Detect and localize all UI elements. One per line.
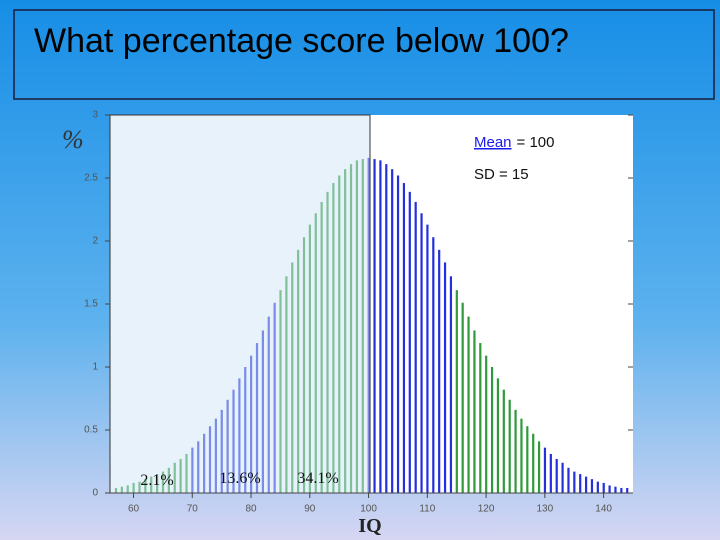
bar [391,169,394,493]
x-tick-label: 80 [245,504,257,515]
title-box [13,9,715,100]
mean-link[interactable]: Mean [474,134,512,151]
sd-annotation: SD = 15 [474,166,529,183]
bar [626,487,629,493]
y-tick-label: 1.5 [84,299,98,310]
bar [579,474,582,493]
x-tick-label: 130 [537,504,554,515]
x-tick-label: 140 [595,504,612,515]
region-label: 13.6% [219,470,260,487]
mean-text: = 100 [517,134,555,151]
x-axis-label: IQ [358,515,381,537]
x-tick-label: 110 [419,504,435,515]
y-tick-label: 0.5 [84,425,98,436]
region-label: 34.1% [297,470,338,487]
bar [473,330,476,493]
bar [532,433,535,493]
x-tick-label: 70 [187,504,199,515]
region-label: 2.1% [140,472,173,489]
bar [549,453,552,493]
bar [608,485,611,493]
highlight-region [109,114,371,494]
mean-annotation: Mean = 100 [474,134,555,151]
bar [602,482,605,493]
x-tick-label: 100 [360,504,377,515]
y-tick-label: 2 [92,236,98,247]
bar [584,476,588,493]
bar [396,175,400,494]
bar [502,389,505,493]
bar [467,316,470,493]
bar [385,164,388,493]
y-tick-label: 1 [92,362,98,373]
bar [561,462,564,493]
bar [414,201,417,493]
bar [408,191,411,494]
bar [620,487,623,493]
y-tick-label: 0 [92,488,98,499]
x-tick-label: 60 [128,504,140,515]
bar [596,481,599,493]
slide-title: What percentage score below 100? [34,22,569,60]
bar [567,467,570,493]
bar [514,409,517,493]
bar [590,479,594,493]
bar [461,302,464,493]
bar [614,486,617,493]
y-axis-label: % [62,125,84,154]
bar [520,418,523,493]
y-tick-label: 3 [92,110,98,121]
bar [443,262,447,493]
bar [420,213,423,493]
bar [402,183,406,494]
bar [490,367,494,493]
x-tick-label: 90 [304,504,316,515]
bar [573,471,576,493]
bar [438,249,441,493]
y-tick-label: 2.5 [84,173,98,184]
bar [379,160,382,494]
bar [479,343,482,493]
bar [526,426,529,493]
bar [426,224,429,493]
bar [537,441,541,493]
x-tick-label: 120 [478,504,495,515]
bar [455,290,458,493]
bar [555,458,558,493]
bar [373,159,376,493]
bar [496,378,500,493]
bar [432,237,435,493]
bar [543,447,547,493]
bar [508,399,511,493]
bar [485,355,488,493]
bar [449,276,453,493]
